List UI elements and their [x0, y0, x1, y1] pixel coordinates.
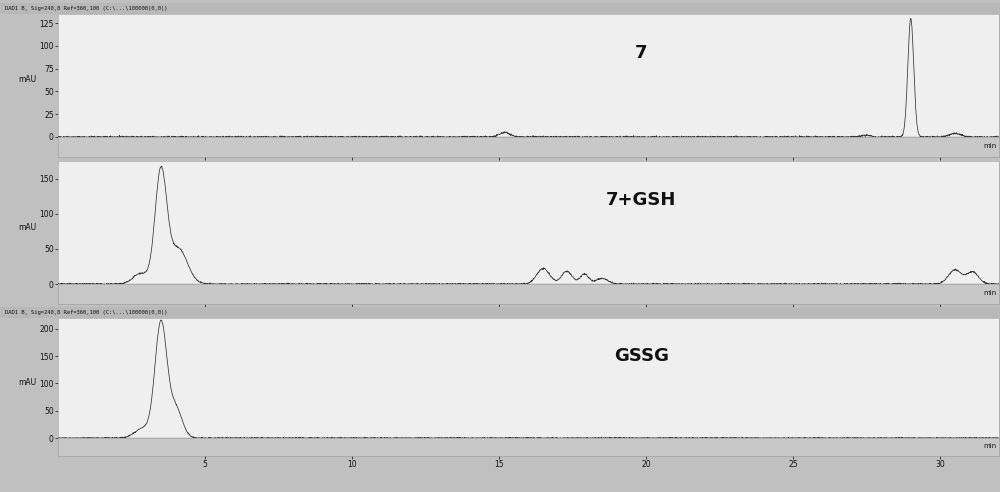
- Text: 7: 7: [635, 44, 648, 62]
- Text: GSSG: GSSG: [614, 347, 669, 366]
- Text: 7+GSH: 7+GSH: [606, 191, 677, 210]
- Text: min: min: [984, 290, 997, 296]
- Text: DAD1 B, Sig=240,8 Ref=360,100 (C:\...\100000(0,0)): DAD1 B, Sig=240,8 Ref=360,100 (C:\...\10…: [5, 310, 168, 315]
- Text: min: min: [984, 143, 997, 149]
- Text: DAD1 B, Sig=240,8 Ref=360,100 (C:\...\100000(0,0)): DAD1 B, Sig=240,8 Ref=360,100 (C:\...\10…: [5, 6, 168, 11]
- Y-axis label: mAU: mAU: [18, 222, 37, 232]
- Text: min: min: [984, 443, 997, 449]
- Y-axis label: mAU: mAU: [18, 378, 37, 387]
- Y-axis label: mAU: mAU: [18, 75, 37, 85]
